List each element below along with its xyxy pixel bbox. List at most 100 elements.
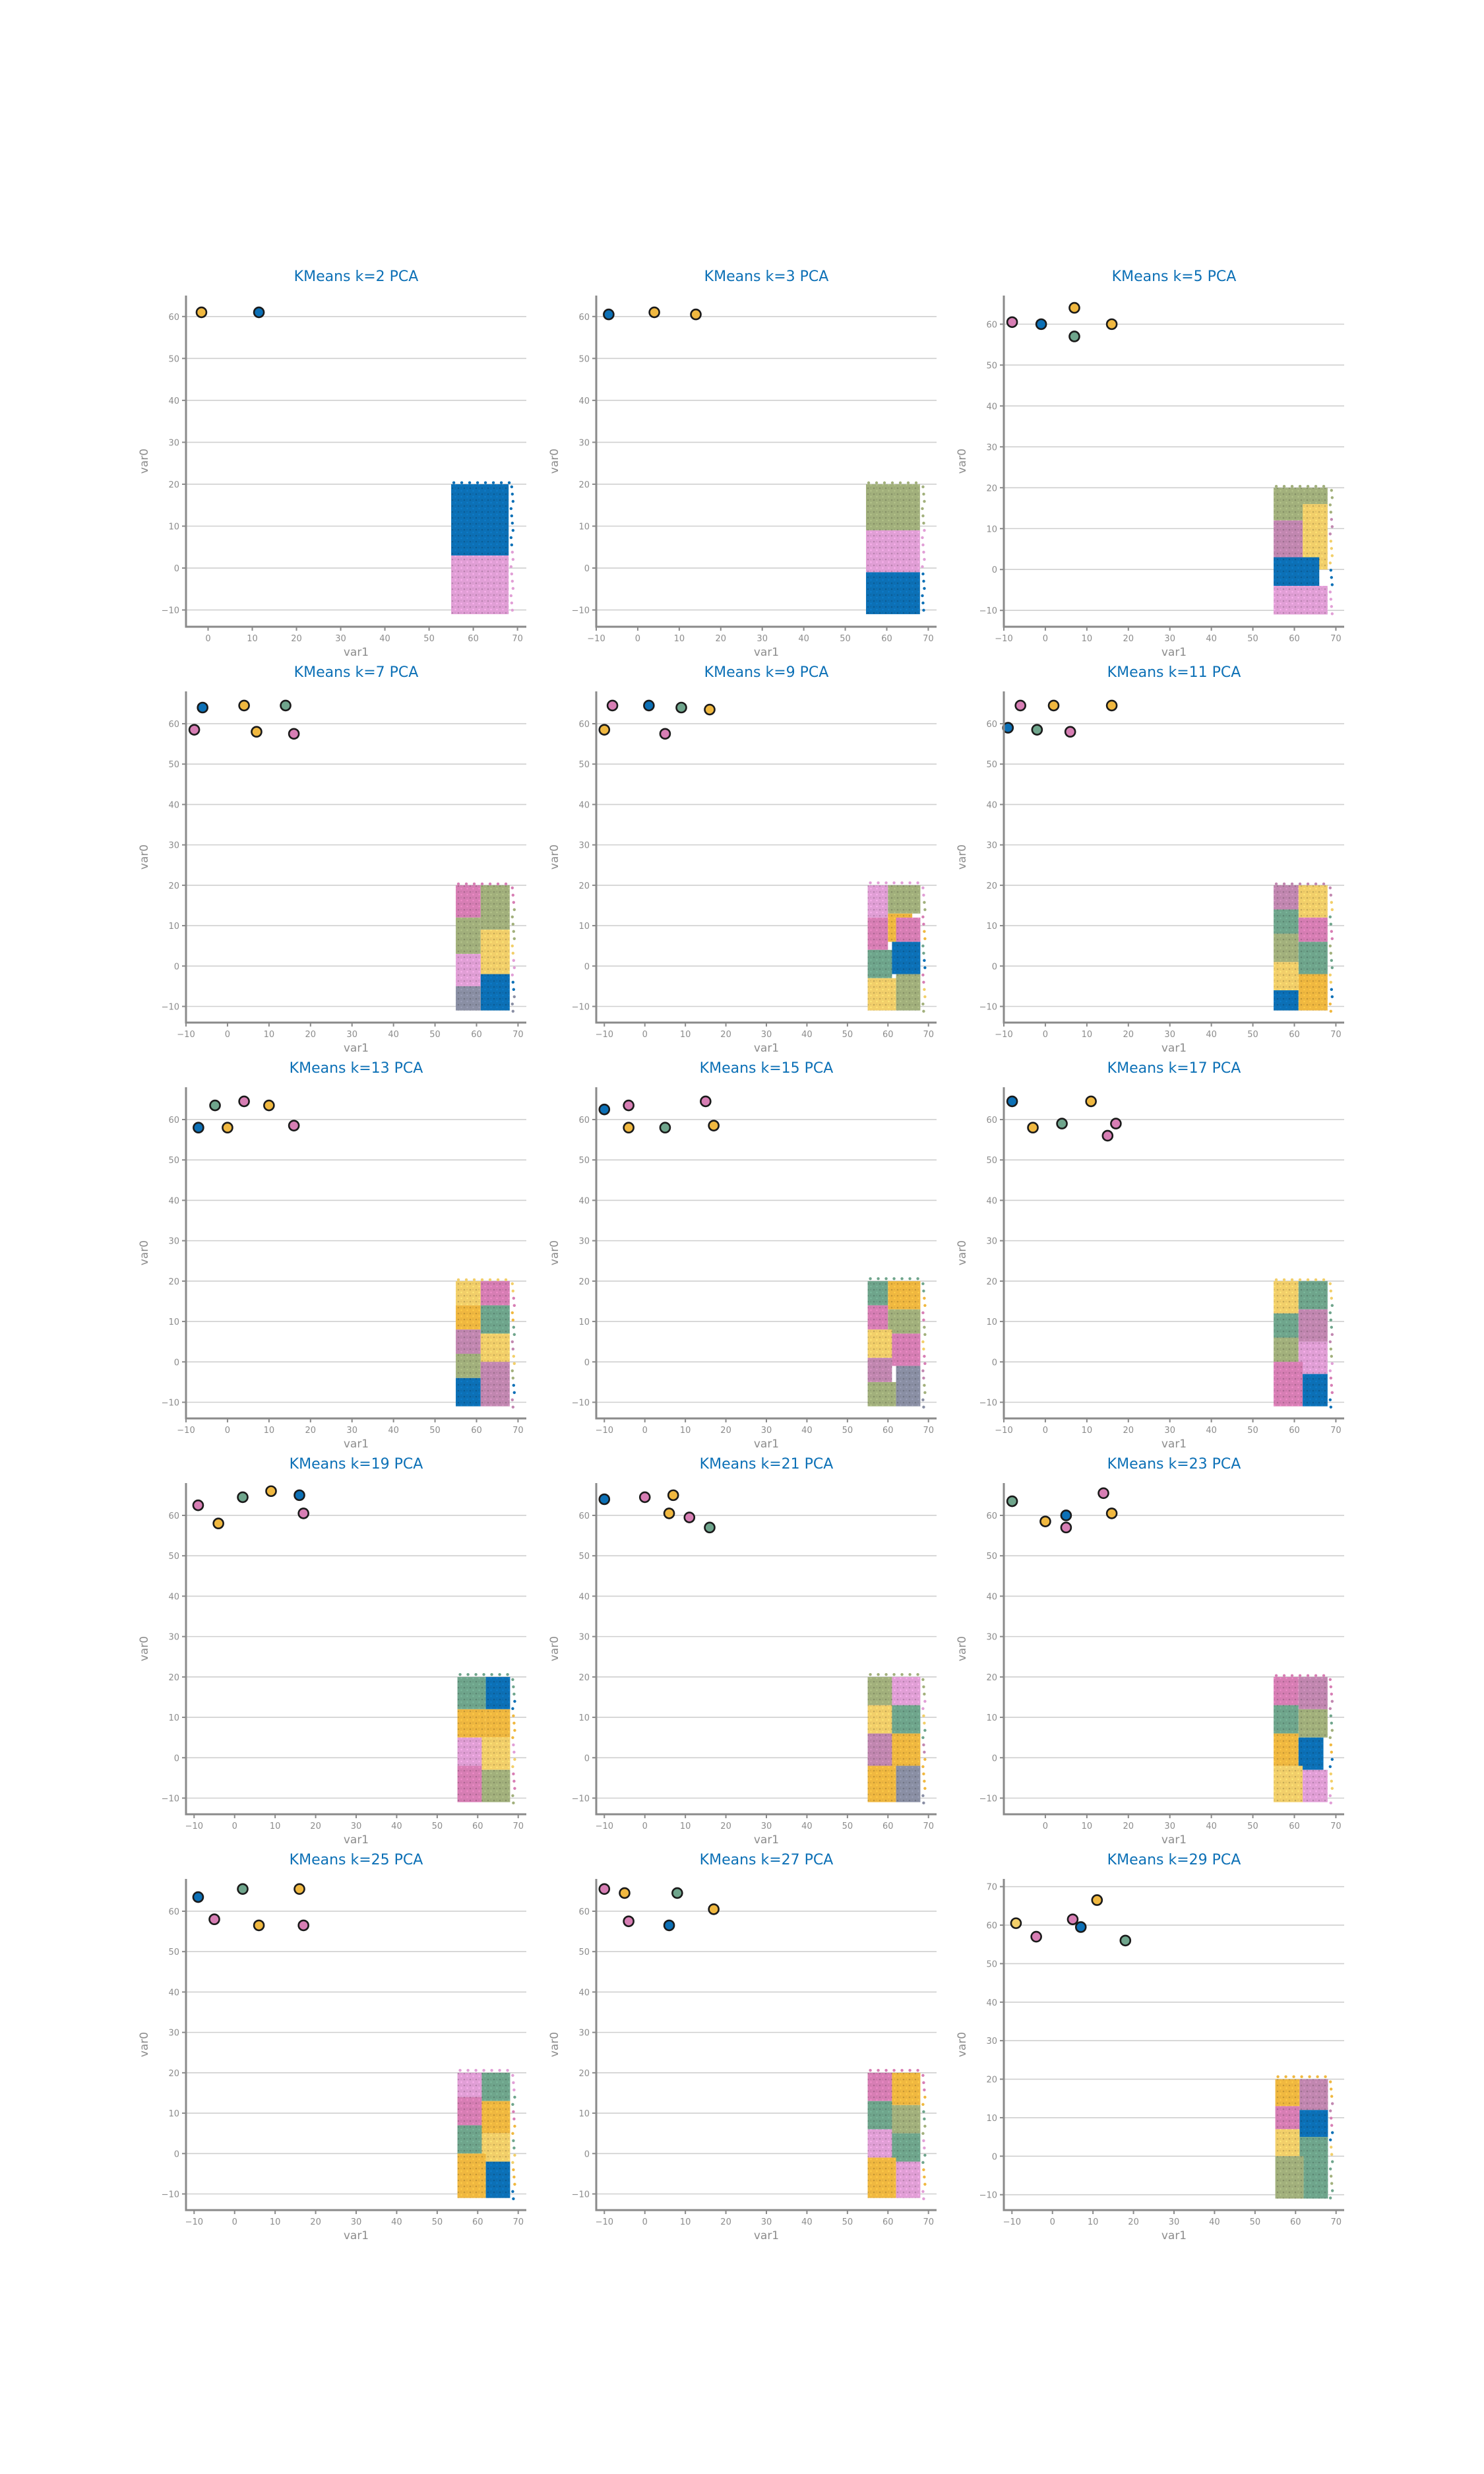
- cluster-point: [1330, 1383, 1334, 1387]
- y-tick-label: 10: [986, 2114, 997, 2124]
- cluster-point: [1290, 1674, 1294, 1677]
- x-tick-label: 70: [1330, 1030, 1342, 1040]
- x-tick-label: 40: [1206, 1030, 1217, 1040]
- cluster-point: [869, 881, 872, 885]
- cluster-points: [867, 1672, 927, 1805]
- panel-title: KMeans k=17 PCA: [1107, 1060, 1241, 1077]
- cluster-region: [892, 1705, 921, 1734]
- centroid-marker-1: [606, 699, 619, 712]
- y-tick-label: 40: [578, 800, 590, 810]
- subplot-9: KMeans k=17 PCA −10 0 10 20 30 40 50 60 −10 0 10 20 3…: [956, 1060, 1344, 1451]
- x-tick-label: 20: [310, 1822, 321, 1831]
- cluster-point: [512, 1692, 516, 1696]
- cluster-point: [511, 1376, 515, 1380]
- y-tick-label: −10: [572, 606, 590, 616]
- y-tick-label: 30: [168, 2029, 179, 2039]
- cluster-point: [1330, 576, 1334, 579]
- y-tick-label: 30: [986, 2037, 997, 2046]
- cluster-point: [884, 1672, 888, 1676]
- cluster-point: [1328, 1736, 1332, 1740]
- y-tick-label: −10: [162, 606, 179, 616]
- centroid-marker-4: [663, 1507, 675, 1519]
- cluster-point: [1306, 485, 1310, 488]
- x-axis-label: var1: [754, 1438, 779, 1451]
- y-tick-label: 50: [168, 1552, 179, 1562]
- cluster-region: [457, 1737, 482, 1766]
- cluster-point: [921, 601, 925, 605]
- centroid-marker-4: [663, 1919, 675, 1932]
- cluster-point: [1330, 1692, 1334, 1696]
- cluster-point: [1298, 1278, 1302, 1281]
- cluster-point: [882, 481, 886, 485]
- cluster-region: [1274, 1676, 1299, 1705]
- cluster-point: [914, 481, 918, 485]
- x-tick-label: 60: [471, 1426, 482, 1436]
- y-tick-label: −10: [162, 1794, 179, 1804]
- x-tick-label: 0: [642, 2217, 648, 2227]
- cluster-point: [513, 1787, 516, 1791]
- x-tick-label: 70: [512, 1426, 524, 1436]
- x-tick-label: 50: [1247, 1030, 1258, 1040]
- y-tick-label: 60: [578, 1511, 590, 1521]
- centroid-marker-3: [238, 1095, 250, 1108]
- y-tick-label: 60: [168, 720, 179, 730]
- cluster-point: [922, 1772, 925, 1776]
- cluster-point: [512, 1304, 516, 1308]
- cluster-point: [1330, 1699, 1334, 1703]
- cluster-point: [923, 1333, 927, 1337]
- cluster-region: [896, 917, 921, 942]
- cluster-point: [512, 995, 516, 999]
- x-tick-label: 70: [512, 634, 523, 644]
- x-tick-label: −10: [177, 1426, 195, 1436]
- cluster-region: [867, 1358, 892, 1382]
- cluster-region: [1298, 885, 1328, 918]
- x-axis-label: var1: [1161, 1042, 1187, 1055]
- x-tick-label: 0: [642, 1030, 648, 1040]
- cluster-point: [1282, 1278, 1286, 1281]
- cluster-point: [908, 2068, 912, 2072]
- x-tick-label: 30: [757, 634, 768, 644]
- cluster-points: [867, 1277, 927, 1409]
- cluster-region: [867, 885, 888, 918]
- cluster-point: [1328, 503, 1332, 507]
- x-tick-label: 10: [680, 1426, 691, 1436]
- cluster-point: [1306, 1674, 1310, 1677]
- y-tick-label: 50: [168, 1156, 179, 1166]
- cluster-point: [1329, 2174, 1333, 2178]
- y-tick-label: 0: [992, 1358, 997, 1368]
- cluster-point: [923, 557, 926, 561]
- cluster-point: [890, 481, 894, 485]
- y-tick-label: 60: [578, 1907, 590, 1917]
- x-tick-label: 10: [680, 2217, 691, 2227]
- cluster-point: [1329, 1714, 1333, 1718]
- x-tick-label: 0: [1050, 2217, 1055, 2227]
- centroid-marker-6: [708, 1120, 720, 1131]
- x-tick-label: 0: [635, 634, 640, 644]
- cluster-region: [480, 974, 510, 1011]
- cluster-point: [1274, 882, 1278, 885]
- cluster-point: [892, 881, 896, 885]
- subplot-4: KMeans k=7 PCA −10 0 10 20 30 40 50 60 −10 0 10 20 30…: [138, 664, 526, 1055]
- y-tick-label: 0: [992, 962, 997, 972]
- cluster-point: [511, 1347, 515, 1351]
- cluster-region: [457, 2153, 486, 2198]
- cluster-point: [1322, 1674, 1326, 1677]
- cluster-point: [1330, 1787, 1334, 1791]
- y-tick-label: 0: [584, 1754, 590, 1763]
- y-axis-label: var0: [138, 1636, 151, 1661]
- y-tick-label: 0: [174, 564, 179, 574]
- cluster-region: [485, 1709, 510, 1738]
- cluster-point: [1330, 518, 1334, 521]
- x-tick-label: 10: [1082, 1030, 1093, 1040]
- x-tick-label: 50: [842, 1822, 853, 1831]
- cluster-point: [921, 543, 925, 547]
- x-tick-label: 30: [351, 1822, 362, 1831]
- x-tick-label: 70: [1330, 2217, 1342, 2227]
- cluster-region: [1274, 557, 1320, 590]
- cluster-point: [512, 2110, 515, 2114]
- cluster-point: [884, 2068, 888, 2072]
- cluster-region: [1274, 1313, 1299, 1338]
- cluster-region: [867, 1676, 892, 1705]
- y-tick-label: 0: [992, 565, 997, 575]
